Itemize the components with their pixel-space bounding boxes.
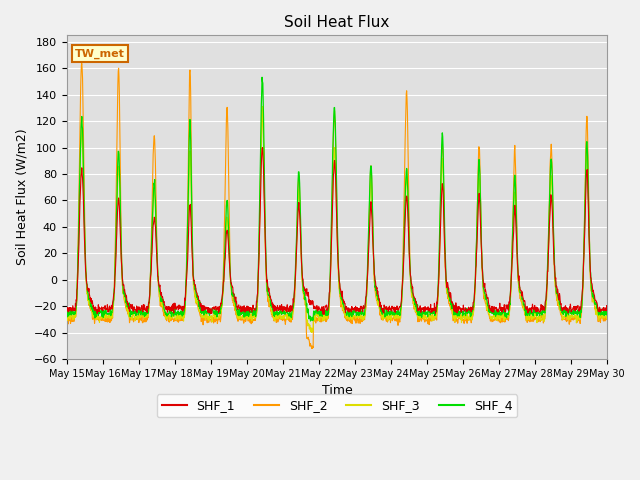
Legend: SHF_1, SHF_2, SHF_3, SHF_4: SHF_1, SHF_2, SHF_3, SHF_4 <box>157 395 517 418</box>
Text: TW_met: TW_met <box>75 48 125 59</box>
Title: Soil Heat Flux: Soil Heat Flux <box>284 15 390 30</box>
Y-axis label: Soil Heat Flux (W/m2): Soil Heat Flux (W/m2) <box>15 129 28 265</box>
X-axis label: Time: Time <box>322 384 353 397</box>
